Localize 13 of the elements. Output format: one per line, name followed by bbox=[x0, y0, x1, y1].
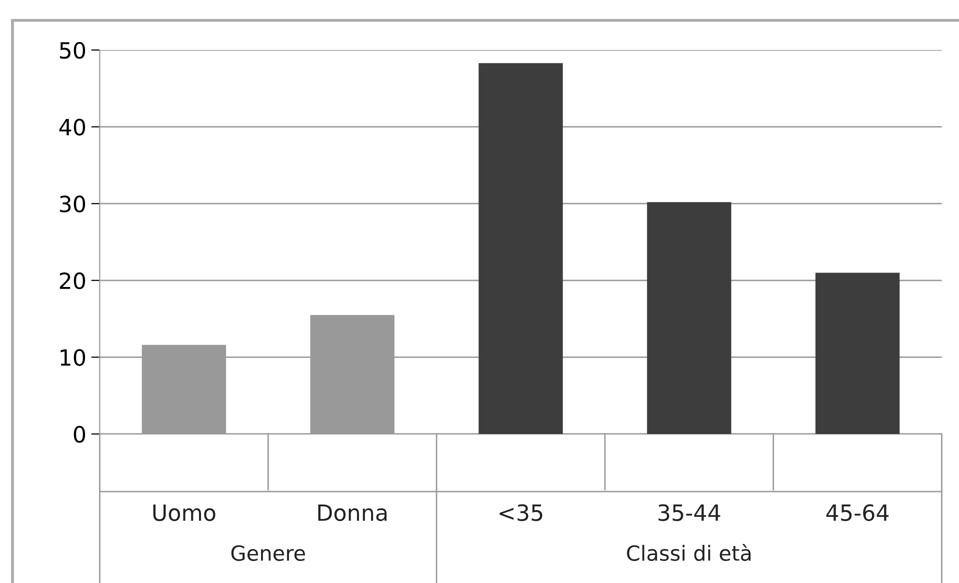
y-tick-label: 20 bbox=[60, 272, 86, 290]
y-tick-label: 30 bbox=[60, 196, 86, 212]
x-tick-label: Donna bbox=[318, 504, 387, 522]
text: Classi di età bbox=[627, 544, 751, 561]
y-tick-label: 50 bbox=[60, 42, 86, 59]
y-tick-label: 40 bbox=[59, 118, 86, 136]
y-tick-label: 10 bbox=[60, 349, 86, 366]
x-tick-label: 45-64 bbox=[826, 504, 889, 522]
x-tick-label: Uomo bbox=[153, 504, 216, 522]
text: Genere bbox=[231, 545, 305, 561]
x-tick-label: 35-44 bbox=[658, 504, 720, 522]
x-tick-label: <35 bbox=[500, 504, 542, 522]
y-tick-label: 0 bbox=[74, 426, 86, 443]
